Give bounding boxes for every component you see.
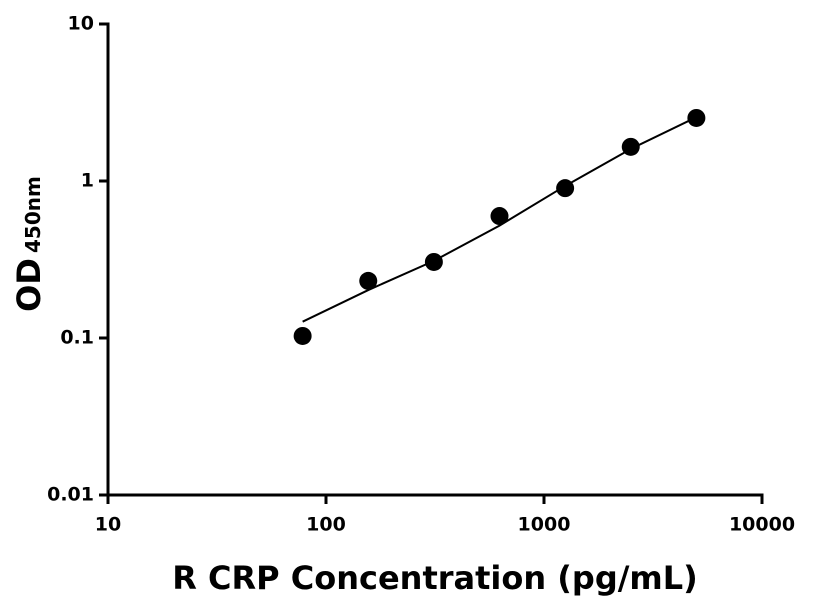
- y-axis-label-sub: 450nm: [21, 176, 45, 253]
- y-tick-label: 0.1: [60, 327, 94, 349]
- data-point: [556, 179, 575, 198]
- data-point: [490, 207, 509, 226]
- y-tick-label: 10: [68, 13, 94, 35]
- data-point: [687, 108, 706, 127]
- y-tick-label: 0.01: [47, 484, 94, 506]
- data-point: [621, 137, 640, 156]
- x-axis-label: R CRP Concentration (pg/mL): [172, 559, 698, 597]
- y-tick-label: 1: [81, 170, 94, 192]
- y-axis-label-group: OD 450nm: [10, 176, 48, 312]
- x-tick-label: 10: [95, 514, 121, 536]
- data-point: [359, 271, 378, 290]
- y-axis-label: OD: [10, 258, 48, 312]
- x-tick-label: 1000: [518, 514, 571, 536]
- data-point: [424, 252, 443, 271]
- x-tick-label: 100: [306, 514, 346, 536]
- data-point: [293, 326, 312, 345]
- x-tick-label: 10000: [729, 514, 795, 536]
